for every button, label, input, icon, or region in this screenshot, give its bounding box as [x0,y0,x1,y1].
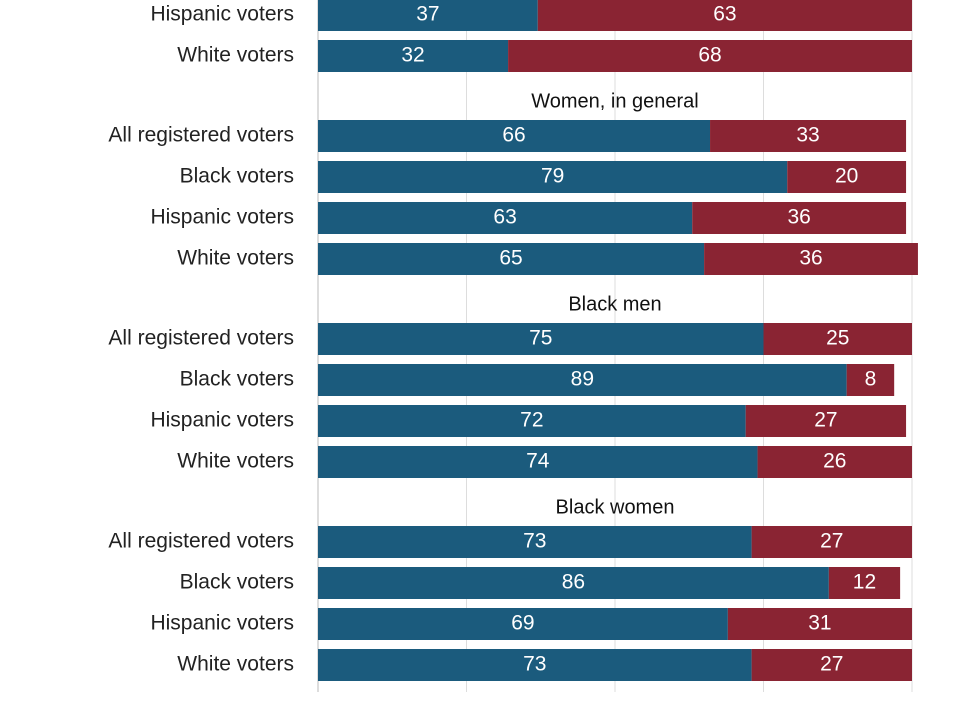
value-label: 66 [502,124,525,147]
x-tick-label: 25 [455,718,478,720]
value-label: 8 [865,368,877,391]
bar-segment [318,364,847,396]
value-label: 63 [493,206,516,229]
value-label: 86 [562,571,585,594]
x-tick-label: 100% [885,718,939,720]
category-label: Black voters [180,368,294,391]
bar-segment [745,405,907,437]
bar-segment [318,120,711,152]
bar-segment [318,0,538,31]
value-label: 37 [416,3,439,26]
bar-segment [751,649,912,681]
x-tick-label: 50 [603,718,626,720]
group-title: Black men [568,293,661,315]
category-label: White voters [177,247,294,270]
bar-segment [318,243,705,275]
value-label: 74 [526,450,550,473]
category-label: White voters [177,653,294,676]
category-label: Hispanic voters [150,3,294,26]
bar-segment [318,567,829,599]
bar-segment [318,202,693,234]
value-label: 69 [511,612,534,635]
value-label: 36 [799,247,822,270]
category-label: White voters [177,450,294,473]
bar-segment [757,446,912,478]
value-label: 33 [796,124,819,147]
value-label: 65 [499,247,522,270]
bar-segment [692,202,907,234]
bar-segment [537,0,912,31]
bar-segment [751,526,912,558]
bar-segment [787,161,907,193]
bar-segment [727,608,912,640]
bar-segment [508,40,912,72]
category-label: White voters [177,44,294,67]
bar-segment [318,649,752,681]
bar-segment [318,323,764,355]
bar-segment [318,405,746,437]
value-label: 32 [401,44,424,67]
value-label: 79 [541,165,564,188]
value-label: 27 [820,530,843,553]
bar-segment [318,446,758,478]
category-label: All registered voters [108,530,294,553]
category-label: Hispanic voters [150,409,294,432]
value-label: 73 [523,653,546,676]
category-label: All registered voters [108,327,294,350]
category-label: Hispanic voters [150,612,294,635]
value-label: 75 [529,327,552,350]
value-label: 36 [787,206,810,229]
category-label: All registered voters [108,124,294,147]
value-label: 27 [820,653,843,676]
bar-segment [846,364,895,396]
value-label: 12 [853,571,876,594]
group-title: Women, in general [531,90,699,112]
bar-segment [318,526,752,558]
value-label: 89 [571,368,594,391]
value-label: 25 [826,327,849,350]
category-label: Hispanic voters [150,206,294,229]
bar-segment [763,323,912,355]
x-tick-label: 75 [752,718,775,720]
value-label: 68 [698,44,721,67]
x-tick-label: 0 [312,718,324,720]
value-label: 73 [523,530,546,553]
value-label: 63 [713,3,736,26]
value-label: 20 [835,165,858,188]
value-label: 26 [823,450,846,473]
category-label: Black voters [180,165,294,188]
bar-segment [318,161,788,193]
bar-segment [318,40,509,72]
value-label: 27 [814,409,837,432]
group-title: Black women [556,496,675,518]
bar-segment [704,243,918,275]
value-label: 31 [808,612,831,635]
bar-segment [318,608,728,640]
category-label: Black voters [180,571,294,594]
bar-segment [710,120,907,152]
bar-segment [828,567,901,599]
value-label: 72 [520,409,543,432]
